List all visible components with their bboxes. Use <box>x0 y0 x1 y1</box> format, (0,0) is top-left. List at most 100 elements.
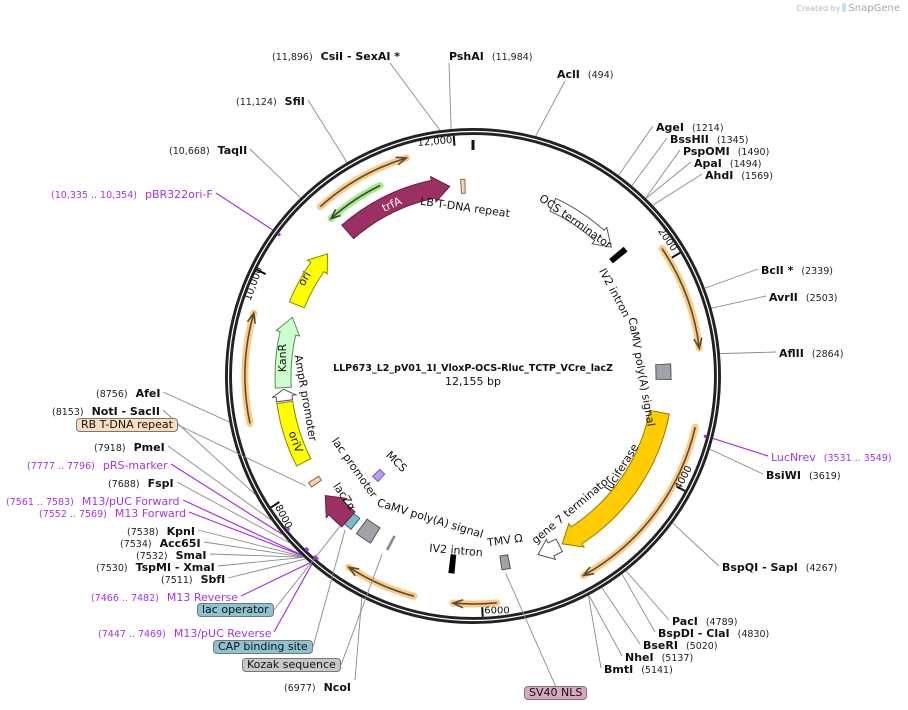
feature-callout[interactable]: SV40 NLS <box>524 686 588 700</box>
site-position: (10,668) <box>169 146 210 157</box>
site-name: BmtI <box>604 663 634 676</box>
enzyme-site-label[interactable]: ApaI (1494) <box>694 156 762 171</box>
enzyme-site-label[interactable]: PshAI (11,984) <box>449 49 533 64</box>
primer-site-label[interactable]: (7447 .. 7469) M13/pUC Reverse <box>98 626 271 641</box>
enzyme-site-label[interactable]: (8756) AfeI <box>96 386 160 401</box>
enzyme-site-label[interactable]: AvrII (2503) <box>769 290 838 305</box>
site-leader-line <box>162 409 256 495</box>
enzyme-site-label[interactable]: (7530) TspMI - XmaI <box>96 560 215 575</box>
branding-prefix: Created by <box>796 4 841 13</box>
site-position: (1214) <box>691 123 724 134</box>
orf-arrowhead-icon <box>581 566 595 577</box>
site-leader-line <box>354 597 363 681</box>
site-name: M13 Forward <box>114 507 187 520</box>
backbone-ring-gap <box>227 130 719 622</box>
feature-callout[interactable]: Kozak sequence <box>242 658 341 672</box>
feature-luciferase <box>561 409 670 548</box>
site-name: TaqII <box>217 144 248 157</box>
feature-callout[interactable]: RB T-DNA repeat <box>76 418 178 432</box>
site-position: (11,984) <box>491 52 533 63</box>
site-position: (1345) <box>716 135 749 146</box>
primer-site-label[interactable]: (10,335 .. 10,354) pBR322ori-F <box>51 187 213 202</box>
feature-ocs-terminator <box>549 197 612 248</box>
orf-arc <box>244 312 255 424</box>
feature-trfA <box>341 175 451 240</box>
enzyme-site-label[interactable]: BseRI (5020) <box>643 638 718 653</box>
site-name: pBR322ori-F <box>144 188 213 201</box>
site-leader-line <box>652 173 703 206</box>
enzyme-site-label[interactable]: BssHII (1345) <box>670 132 748 147</box>
enzyme-site-label[interactable]: (7688) FspI <box>108 476 174 491</box>
enzyme-site-label[interactable]: (7918) PmeI <box>94 440 165 455</box>
enzyme-site-label[interactable]: (7532) SmaI <box>136 548 207 563</box>
site-position: (1490) <box>737 147 770 158</box>
enzyme-site-label[interactable]: BspQI - SapI (4267) <box>722 560 837 575</box>
enzyme-site-label[interactable]: (7534) Acc65I <box>120 536 201 551</box>
site-name: AfeI <box>135 387 161 400</box>
enzyme-site-label[interactable]: BsiWI (3619) <box>766 468 841 483</box>
enzyme-site-label[interactable]: (8153) NotI - SacII <box>52 404 160 419</box>
primer-site-label[interactable]: (7552 .. 7569) M13 Forward <box>39 506 186 521</box>
scale-tick-label: 6000 <box>484 605 510 617</box>
feature-kanr <box>274 316 301 389</box>
scale-tick <box>270 501 280 509</box>
site-name: Acc65I <box>159 537 201 550</box>
plasmid-name: LLP673_L2_pV01_1I_VloxP-OCS-Rluc_TCTP_VC… <box>333 363 613 374</box>
primer-site-label[interactable]: LucNrev (3531 .. 3549) <box>771 450 892 465</box>
feature-callout[interactable]: lac operator <box>197 603 274 617</box>
site-name: AvrII <box>769 291 798 304</box>
enzyme-site-label[interactable]: (11,896) CsiI - SexAI * <box>272 49 400 64</box>
site-leader-line <box>197 529 304 558</box>
site-leader-line <box>273 525 341 611</box>
site-position: (10,335 .. 10,354) <box>51 190 137 201</box>
feature-lacz-alpha <box>324 495 356 528</box>
enzyme-site-label[interactable]: AgeI (1214) <box>656 120 724 135</box>
enzyme-site-label[interactable]: (10,668) TaqII <box>169 143 247 158</box>
site-position: (1494) <box>729 159 762 170</box>
enzyme-site-label[interactable]: AhdI (1569) <box>705 168 773 183</box>
primer-site-label[interactable]: (7777 .. 7796) pRS-marker <box>27 458 168 473</box>
site-position: (7534) <box>120 539 152 550</box>
enzyme-site-label[interactable]: (6977) NcoI <box>284 680 351 695</box>
feature-tmv-omega <box>499 554 511 571</box>
primer-marker-icon <box>286 527 290 531</box>
site-name: AhdI <box>705 169 734 182</box>
enzyme-site-label[interactable]: (11,124) SfiI <box>236 94 305 109</box>
feature-lb-t-dna-repeat <box>307 475 323 488</box>
orf-arrowhead-icon <box>395 156 409 166</box>
orf-arc <box>348 566 415 597</box>
enzyme-site-label[interactable]: BclI * (2339) <box>761 263 833 278</box>
site-leader-line <box>645 149 681 199</box>
primer-site-label[interactable]: (7466 .. 7482) M13 Reverse <box>91 590 238 605</box>
enzyme-site-label[interactable]: PspOMI (1490) <box>683 144 769 159</box>
enzyme-site-label[interactable]: PacI (4789) <box>672 614 737 629</box>
site-position: (7511) <box>161 575 193 586</box>
site-leader-line <box>711 295 767 309</box>
feature-marker <box>385 535 396 551</box>
feature-label-kanr: KanR <box>276 343 289 373</box>
site-leader-line <box>631 137 668 186</box>
site-position: (7530) <box>96 563 128 574</box>
enzyme-site-label[interactable]: AflII (2864) <box>779 346 843 361</box>
site-position: (3619) <box>808 471 841 482</box>
enzyme-site-label[interactable]: (7511) SbfI <box>161 572 225 587</box>
site-position: (494) <box>587 70 614 81</box>
site-name: CsiI - SexAI * <box>320 50 401 63</box>
orf-arc <box>319 157 407 208</box>
scale-tick <box>675 485 686 492</box>
enzyme-site-label[interactable]: BmtI (5141) <box>604 662 673 677</box>
feature-callout[interactable]: CAP binding site <box>213 640 313 654</box>
enzyme-site-label[interactable]: AclI (494) <box>557 67 613 82</box>
site-name: ApaI <box>694 157 722 170</box>
enzyme-site-label[interactable]: NheI (5137) <box>625 650 693 665</box>
site-position: (7777 .. 7796) <box>27 461 95 472</box>
enzyme-site-label[interactable]: (7538) KpnI <box>127 524 195 539</box>
primer-site-label[interactable]: (7561 .. 7583) M13/pUC Forward <box>6 494 180 509</box>
site-name: TspMI - XmaI <box>135 561 215 574</box>
orf-arrowhead-icon <box>329 208 341 220</box>
enzyme-site-label[interactable]: BspDI - ClaI (4830) <box>658 626 769 641</box>
site-position: (5137) <box>661 653 694 664</box>
site-position: (6977) <box>284 683 316 694</box>
site-name: BclI * <box>761 264 794 277</box>
